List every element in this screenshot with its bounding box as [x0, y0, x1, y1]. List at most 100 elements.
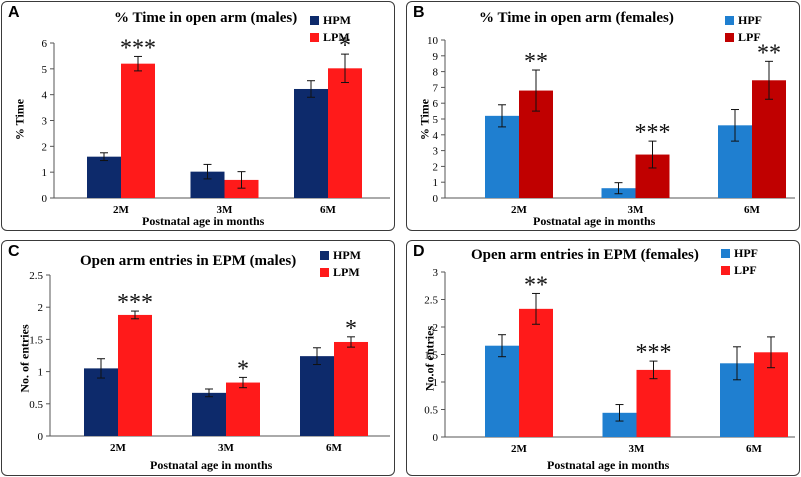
significance-stars-c-0: *** [117, 290, 153, 316]
y-tick-label-b-3: 3 [433, 146, 439, 158]
bar-c-LPM-3M [226, 382, 260, 436]
x-tick-label-a-2: 6M [320, 204, 337, 216]
y-tick-label-c-2: 1 [38, 367, 44, 379]
x-axis-label-d: Postnatal age in months [547, 458, 670, 472]
y-tick-label-b-2: 2 [433, 161, 439, 173]
legend-swatch-c-0 [320, 251, 329, 260]
legend-label-c-1: LPM [333, 265, 360, 279]
chart-title-b: % Time in open arm (females) [479, 10, 674, 26]
legend-a: HPM LPM [310, 12, 351, 46]
legend-swatch-a-1 [310, 33, 319, 42]
bar-a-LPM-2M [121, 63, 155, 198]
y-tick-label-c-3: 1.5 [29, 334, 43, 346]
panel-letter-b: B [413, 4, 425, 21]
x-tick-label-c-0: 2M [110, 442, 127, 454]
significance-stars-b-2: ** [757, 40, 781, 66]
y-tick-label-d-4: 2 [433, 322, 439, 334]
bar-c-HPM-3M [192, 392, 226, 436]
y-tick-label-b-5: 5 [433, 114, 439, 126]
chart-panel-d: D Open arm entries in EPM (females) HPF … [406, 240, 800, 476]
y-tick-label-d-6: 3 [433, 267, 439, 279]
y-tick-label-b-0: 0 [433, 193, 439, 205]
legend-d: HPF LPF [721, 245, 758, 279]
legend-swatch-a-0 [310, 16, 319, 25]
legend-swatch-c-1 [320, 268, 329, 277]
significance-stars-b-1: *** [635, 120, 671, 146]
x-tick-label-b-2: 6M [744, 204, 761, 216]
x-axis-label-c: Postnatal age in months [150, 458, 273, 472]
bar-a-LPM-6M [328, 68, 362, 198]
y-tick-label-b-1: 1 [433, 177, 439, 189]
significance-stars-c-1: * [237, 356, 249, 382]
y-tick-label-b-8: 8 [433, 67, 439, 79]
legend-swatch-d-0 [721, 249, 730, 258]
chart-plot-c: 00.511.522.52M 3M 6M***** [29, 270, 390, 454]
y-tick-label-c-1: 0.5 [29, 399, 43, 411]
y-tick-label-a-2: 2 [42, 141, 48, 153]
bar-c-LPM-2M [118, 314, 152, 436]
y-tick-label-c-4: 2 [38, 302, 44, 314]
y-tick-label-b-10: 10 [427, 35, 439, 47]
significance-stars-a-1: * [339, 33, 351, 59]
bar-b-HPF-2M [485, 115, 519, 198]
panel-letter-c: C [8, 243, 20, 260]
x-tick-label-c-2: 6M [326, 442, 343, 454]
y-tick-label-b-6: 6 [433, 98, 439, 110]
x-axis-label-a: Postnatal age in months [142, 214, 265, 228]
x-tick-label-b-0: 2M [511, 204, 528, 216]
bar-c-HPM-6M [300, 356, 334, 436]
bar-d-LPF-2M [519, 308, 553, 437]
y-tick-label-a-4: 4 [42, 90, 48, 102]
bar-c-HPM-2M [84, 368, 118, 436]
bar-a-HPM-6M [294, 88, 328, 198]
chart-title-a: % Time in open arm (males) [114, 10, 298, 26]
bar-a-HPM-2M [87, 156, 121, 198]
y-tick-label-c-0: 0 [38, 431, 44, 443]
x-tick-label-d-0: 2M [511, 443, 528, 455]
x-axis-label-b: Postnatal age in months [533, 214, 656, 228]
y-tick-label-c-5: 2.5 [29, 270, 43, 282]
y-tick-label-a-1: 1 [42, 167, 48, 179]
x-tick-label-d-2: 6M [746, 443, 763, 455]
y-tick-label-a-5: 5 [42, 64, 48, 76]
y-tick-label-d-2: 1 [433, 377, 439, 389]
legend-label-b-1: LPF [738, 30, 761, 44]
bar-b-LPF-6M [752, 80, 786, 198]
y-tick-label-b-4: 4 [433, 130, 439, 142]
chart-title-d: Open arm entries in EPM (females) [471, 247, 699, 263]
x-tick-label-a-1: 3M [217, 204, 234, 216]
panel-letter-d: D [413, 243, 425, 260]
chart-panel-c: C Open arm entries in EPM (males) HPM LP… [1, 240, 395, 476]
legend-c: HPM LPM [320, 247, 361, 281]
y-tick-label-d-3: 1.5 [424, 350, 438, 362]
x-tick-label-c-1: 3M [218, 442, 235, 454]
x-tick-label-b-1: 3M [628, 204, 645, 216]
y-tick-label-a-3: 3 [42, 116, 48, 128]
significance-stars-c-2: * [345, 316, 357, 342]
legend-label-d-0: HPF [734, 246, 758, 260]
legend-label-a-1: LPM [323, 30, 350, 44]
legend-label-c-0: HPM [333, 248, 361, 262]
legend-label-d-1: LPF [734, 263, 757, 277]
significance-stars-a-0: *** [120, 35, 156, 61]
chart-panel-b: B % Time in open arm (females) HPF LPF %… [406, 1, 800, 231]
legend-swatch-b-0 [725, 16, 734, 25]
significance-stars-d-0: ** [524, 272, 548, 298]
chart-panel-a: A % Time in open arm (males) HPM LPM % T… [1, 1, 395, 231]
bar-d-HPF-2M [485, 345, 519, 437]
bar-d-LPF-3M [636, 369, 671, 437]
legend-label-b-0: HPF [738, 13, 762, 27]
panel-letter-a: A [8, 4, 20, 21]
legend-swatch-d-1 [721, 266, 730, 275]
y-tick-label-a-0: 0 [42, 193, 48, 205]
chart-title-c: Open arm entries in EPM (males) [80, 253, 297, 269]
legend-b: HPF LPF [725, 12, 762, 46]
y-tick-label-a-6: 6 [42, 38, 48, 50]
x-tick-label-d-1: 3M [629, 443, 646, 455]
significance-stars-d-1: *** [636, 340, 672, 366]
y-tick-label-d-0: 0 [433, 432, 439, 444]
x-tick-label-a-0: 2M [113, 204, 130, 216]
